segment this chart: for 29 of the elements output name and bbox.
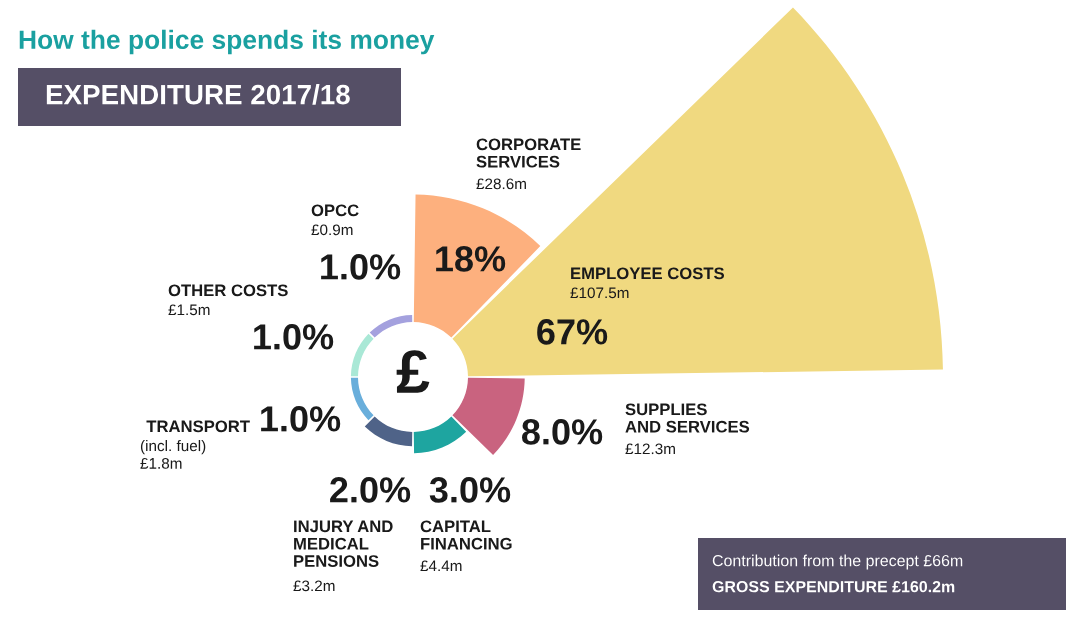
text: How the police spends its money	[19, 29, 435, 55]
data-label: 67%	[537, 319, 608, 345]
category-label: CORPORATE SERVICES	[476, 138, 581, 168]
data-label: 8.0%	[521, 419, 603, 445]
category-label: EMPLOYEE COSTS	[571, 267, 724, 280]
text: GROSS EXPENDITURE £160.2m	[712, 580, 955, 593]
text: £1.5m	[168, 304, 210, 316]
text: £4.4m	[420, 560, 462, 572]
data-label: 2.0%	[330, 477, 411, 503]
data-label: 1.0%	[261, 406, 341, 432]
data-label: 1.0%	[321, 254, 401, 280]
category-label: INJURY AND MEDICAL PENSIONS	[294, 520, 393, 567]
text: £0.9m	[311, 224, 353, 236]
data-label: 3.0%	[429, 477, 511, 503]
text: £12.3m	[625, 443, 675, 455]
text: EXPENDITURE 2017/18	[46, 84, 350, 105]
category-label: TRANSPORT	[146, 420, 250, 433]
text: £28.6m	[476, 178, 526, 190]
text: £	[396, 350, 430, 393]
category-label: SUPPLIES AND SERVICES	[625, 403, 750, 433]
category-label: OTHER COSTS	[168, 284, 288, 297]
category-label: CAPITAL FINANCING	[420, 520, 512, 550]
text: £3.2m	[293, 580, 335, 592]
data-label: 18%	[436, 246, 506, 272]
data-label: 1.0%	[254, 324, 334, 350]
text: Contribution from the precept £66m	[712, 554, 963, 570]
category-label: OPCC	[311, 204, 359, 217]
text: £107.5m	[570, 287, 629, 299]
text: (incl. fuel) £1.8m	[140, 440, 206, 469]
